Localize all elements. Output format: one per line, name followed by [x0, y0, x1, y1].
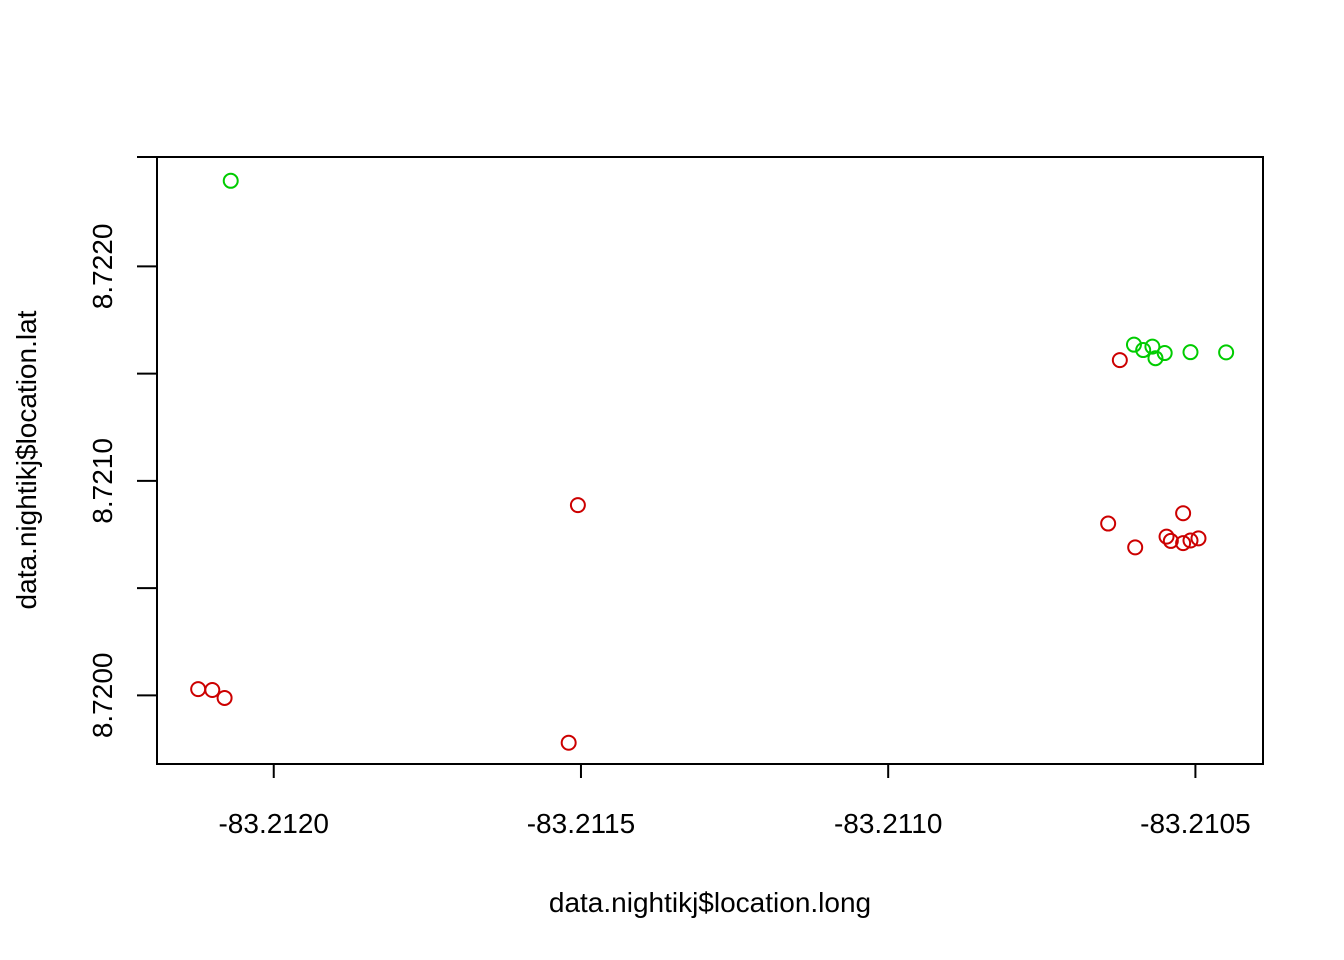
data-point — [1100, 515, 1117, 532]
data-point — [1135, 342, 1152, 359]
data-point — [1175, 535, 1192, 552]
data-point — [216, 689, 233, 706]
data-point — [1182, 344, 1199, 361]
x-axis: -83.2120 -83.2115 -83.2110 -83.2105 — [218, 764, 1251, 839]
x-tick-label: -83.2120 — [218, 808, 329, 839]
data-point — [190, 681, 207, 698]
data-point — [1127, 539, 1144, 556]
data-points — [190, 172, 1235, 751]
data-point — [1158, 528, 1175, 545]
data-point — [1156, 345, 1173, 362]
data-point — [1144, 338, 1161, 355]
data-point — [569, 497, 586, 514]
data-point — [1147, 350, 1164, 367]
y-tick-label: 8.7220 — [87, 224, 118, 310]
data-point — [1175, 505, 1192, 522]
x-tick-label: -83.2105 — [1140, 808, 1251, 839]
y-tick-label: 8.7210 — [87, 438, 118, 524]
y-axis: 8.7200 8.7210 8.7220 — [87, 156, 157, 739]
data-point — [204, 682, 221, 699]
x-tick-label: -83.2115 — [527, 808, 635, 839]
data-point — [1162, 532, 1179, 549]
data-point — [1190, 530, 1207, 547]
data-point — [1125, 336, 1142, 353]
x-tick-label: -83.2110 — [834, 808, 942, 839]
data-point — [1218, 344, 1235, 361]
data-point — [1111, 352, 1128, 369]
data-point — [1182, 532, 1199, 549]
y-axis-label: data.nightikj$location.lat — [11, 310, 42, 609]
y-tick-label: 8.7200 — [87, 653, 118, 739]
x-axis-label: data.nightikj$location.long — [549, 887, 871, 918]
data-point — [560, 734, 577, 751]
plot-frame — [156, 156, 1264, 765]
data-point — [222, 172, 239, 189]
